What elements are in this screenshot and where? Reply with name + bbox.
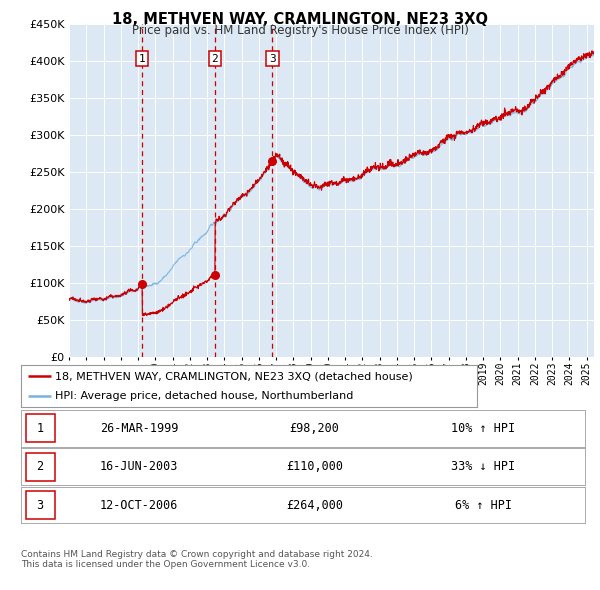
- Text: Price paid vs. HM Land Registry's House Price Index (HPI): Price paid vs. HM Land Registry's House …: [131, 24, 469, 37]
- Text: 18, METHVEN WAY, CRAMLINGTON, NE23 3XQ (detached house): 18, METHVEN WAY, CRAMLINGTON, NE23 3XQ (…: [55, 371, 413, 381]
- Text: £264,000: £264,000: [286, 499, 343, 512]
- Text: 10% ↑ HPI: 10% ↑ HPI: [451, 422, 515, 435]
- Text: 26-MAR-1999: 26-MAR-1999: [100, 422, 178, 435]
- Text: Contains HM Land Registry data © Crown copyright and database right 2024.: Contains HM Land Registry data © Crown c…: [21, 550, 373, 559]
- Text: 1: 1: [37, 422, 44, 435]
- Text: £98,200: £98,200: [289, 422, 339, 435]
- FancyBboxPatch shape: [26, 491, 55, 519]
- Text: 2: 2: [37, 460, 44, 473]
- Text: £110,000: £110,000: [286, 460, 343, 473]
- Text: 2: 2: [211, 54, 218, 64]
- Text: This data is licensed under the Open Government Licence v3.0.: This data is licensed under the Open Gov…: [21, 560, 310, 569]
- Text: 6% ↑ HPI: 6% ↑ HPI: [455, 499, 512, 512]
- FancyBboxPatch shape: [26, 453, 55, 481]
- Text: 12-OCT-2006: 12-OCT-2006: [100, 499, 178, 512]
- Text: HPI: Average price, detached house, Northumberland: HPI: Average price, detached house, Nort…: [55, 391, 353, 401]
- Text: 33% ↓ HPI: 33% ↓ HPI: [451, 460, 515, 473]
- Text: 3: 3: [269, 54, 276, 64]
- Text: 18, METHVEN WAY, CRAMLINGTON, NE23 3XQ: 18, METHVEN WAY, CRAMLINGTON, NE23 3XQ: [112, 12, 488, 27]
- FancyBboxPatch shape: [26, 414, 55, 442]
- Text: 3: 3: [37, 499, 44, 512]
- Text: 16-JUN-2003: 16-JUN-2003: [100, 460, 178, 473]
- Text: 1: 1: [139, 54, 145, 64]
